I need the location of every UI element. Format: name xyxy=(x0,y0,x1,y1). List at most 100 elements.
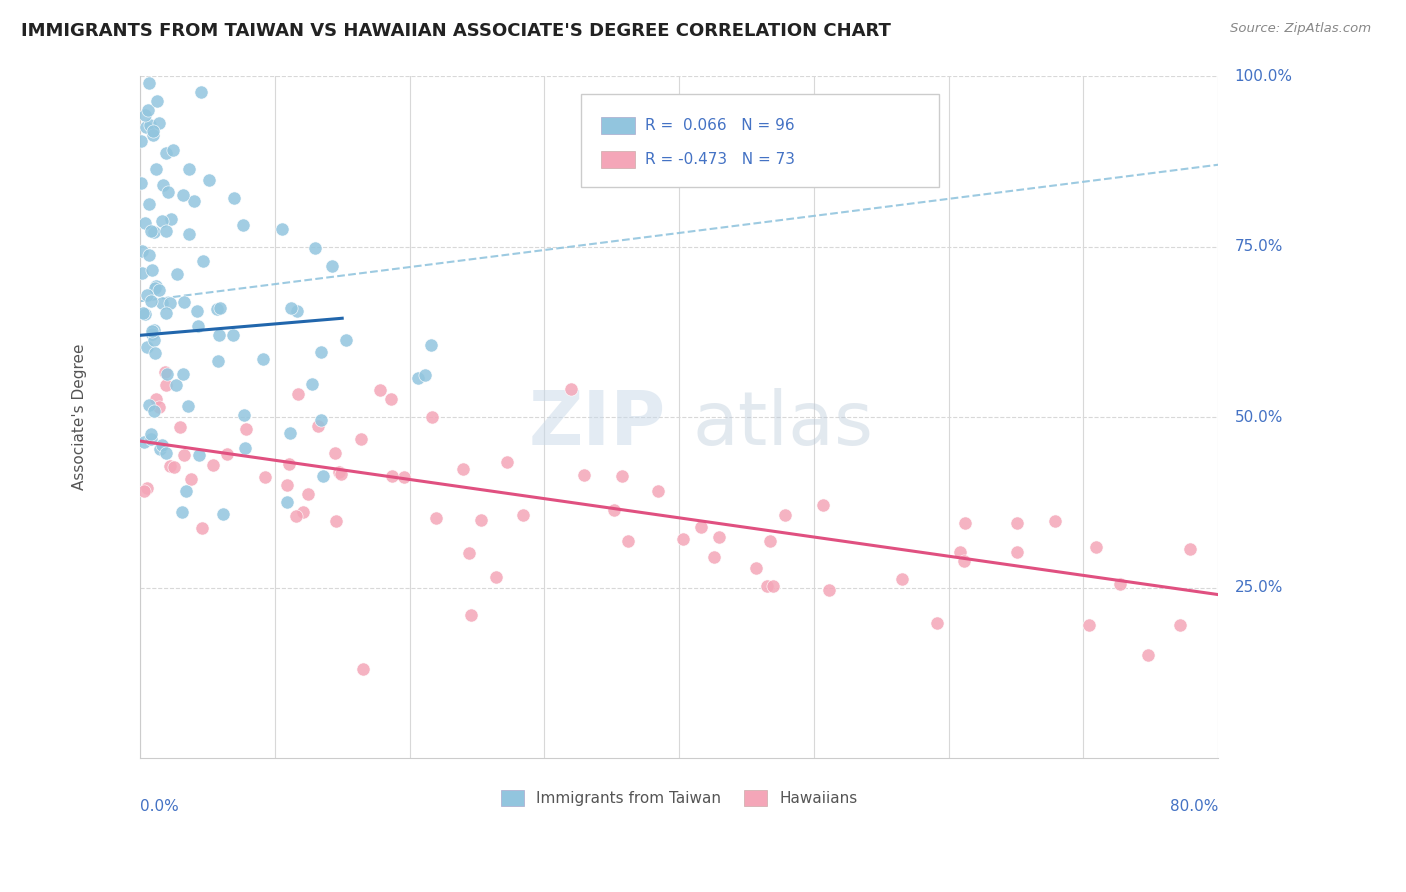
Point xyxy=(284,508,307,523)
Bar xyxy=(600,117,634,134)
Point xyxy=(155,446,177,460)
Point xyxy=(758,534,780,549)
Legend: Immigrants from Taiwan, Hawaiians: Immigrants from Taiwan, Hawaiians xyxy=(495,784,863,812)
Point xyxy=(212,507,235,521)
Point xyxy=(703,549,725,564)
Point xyxy=(139,426,162,441)
Point xyxy=(172,187,194,202)
Point xyxy=(394,470,416,484)
Point xyxy=(222,328,245,343)
Point xyxy=(155,378,177,392)
Text: IMMIGRANTS FROM TAIWAN VS HAWAIIAN ASSOCIATE'S DEGREE CORRELATION CHART: IMMIGRANTS FROM TAIWAN VS HAWAIIAN ASSOC… xyxy=(21,22,891,40)
Point xyxy=(138,196,160,211)
Point xyxy=(177,162,200,177)
Point xyxy=(419,337,441,351)
Point xyxy=(813,498,835,512)
Point xyxy=(132,434,155,449)
Point xyxy=(177,400,200,414)
Text: Source: ZipAtlas.com: Source: ZipAtlas.com xyxy=(1230,22,1371,36)
Point xyxy=(312,469,335,483)
Point xyxy=(818,583,841,598)
Point xyxy=(134,483,156,498)
Point xyxy=(603,503,626,517)
Point xyxy=(297,487,319,501)
Point xyxy=(285,303,308,318)
Point xyxy=(217,447,239,461)
Point xyxy=(560,382,582,396)
Point xyxy=(150,295,173,310)
Point xyxy=(143,323,166,337)
Point xyxy=(368,384,391,398)
Point xyxy=(134,215,156,229)
Point xyxy=(148,400,170,414)
Point xyxy=(139,224,162,238)
Text: R =  0.066   N = 96: R = 0.066 N = 96 xyxy=(645,118,794,133)
Text: 25.0%: 25.0% xyxy=(1234,581,1282,595)
Point xyxy=(406,371,429,385)
Point xyxy=(134,307,156,321)
Point xyxy=(180,472,202,486)
Point xyxy=(233,442,256,456)
Point xyxy=(152,178,174,193)
Point xyxy=(891,572,914,586)
Point xyxy=(145,279,167,293)
Text: 80.0%: 80.0% xyxy=(1170,799,1218,814)
Point xyxy=(208,327,231,342)
Point xyxy=(287,387,309,401)
Point xyxy=(745,561,768,575)
Point xyxy=(420,409,443,424)
Point xyxy=(163,460,186,475)
Point xyxy=(142,333,165,347)
Point xyxy=(135,288,157,302)
Bar xyxy=(600,151,634,168)
Point xyxy=(159,295,181,310)
Point xyxy=(201,458,224,473)
Point xyxy=(145,392,167,406)
Point xyxy=(131,244,153,259)
Point xyxy=(953,553,976,567)
Point xyxy=(280,301,302,315)
Point xyxy=(155,224,177,238)
Point xyxy=(169,420,191,434)
Point xyxy=(612,468,634,483)
Point xyxy=(153,365,176,379)
Point xyxy=(222,191,245,205)
Point xyxy=(277,457,299,471)
Point xyxy=(170,505,193,519)
Point xyxy=(232,408,254,422)
Point xyxy=(1084,540,1107,554)
Point xyxy=(496,455,519,469)
Point xyxy=(142,128,165,143)
Point xyxy=(512,508,534,522)
Point xyxy=(485,569,508,583)
Point xyxy=(183,194,205,209)
Point xyxy=(186,304,208,318)
Point xyxy=(191,521,214,535)
Point xyxy=(1178,542,1201,557)
Point xyxy=(252,351,274,366)
Point xyxy=(131,135,153,149)
Point xyxy=(138,248,160,262)
Point xyxy=(142,403,165,417)
Point xyxy=(1005,545,1028,559)
Point xyxy=(955,516,977,531)
Point xyxy=(425,511,447,525)
Point xyxy=(146,94,169,108)
Point xyxy=(350,433,373,447)
Point xyxy=(413,368,436,382)
Point xyxy=(145,162,167,177)
Point xyxy=(647,484,669,499)
Point xyxy=(190,85,212,99)
Text: Associate's Degree: Associate's Degree xyxy=(72,344,87,491)
Point xyxy=(150,438,173,452)
Text: 50.0%: 50.0% xyxy=(1234,409,1282,425)
Text: atlas: atlas xyxy=(693,387,873,460)
Point xyxy=(381,468,404,483)
Point xyxy=(617,534,640,549)
Point xyxy=(138,118,160,132)
Point xyxy=(253,469,276,483)
Point xyxy=(1136,648,1159,663)
FancyBboxPatch shape xyxy=(581,95,939,187)
Point xyxy=(205,301,228,316)
Point xyxy=(209,301,232,315)
